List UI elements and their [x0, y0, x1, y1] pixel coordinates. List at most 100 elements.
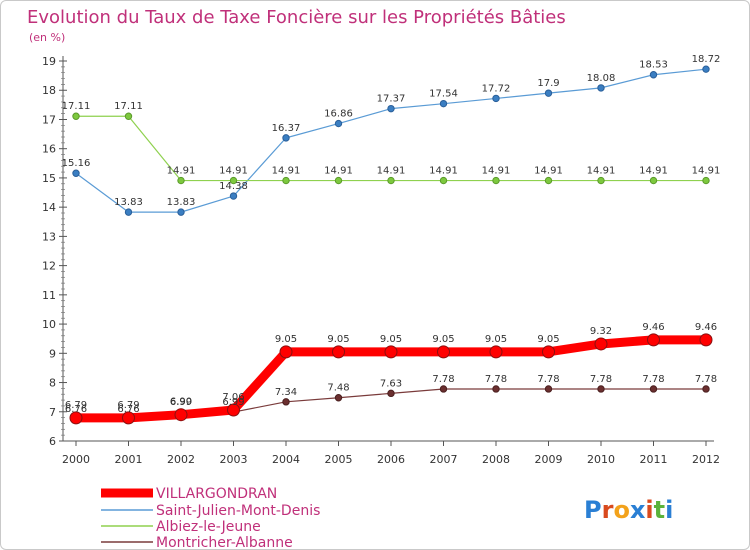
x-tick-label: 2012 [692, 453, 720, 466]
data-point-saint-julien-mont-denis [177, 208, 185, 216]
y-tick-label: 12 [42, 260, 56, 273]
data-point-albiez-le-jeune [387, 176, 395, 185]
data-point-saint-julien-mont-denis [72, 169, 80, 177]
data-label-montricher-albanne: 7.78 [642, 374, 664, 385]
data-label-saint-julien-mont-denis: 13.83 [167, 197, 196, 208]
data-point-albiez-le-jeune [439, 176, 448, 185]
data-label-albiez-le-jeune: 14.91 [167, 166, 196, 177]
data-label-albiez-le-jeune: 14.91 [534, 166, 563, 177]
data-point-saint-julien-mont-denis [334, 119, 343, 128]
data-label-montricher-albanne: 6.99 [222, 397, 244, 408]
data-point-saint-julien-mont-denis [597, 84, 605, 92]
brand-letter: o [613, 496, 630, 524]
data-label-albiez-le-jeune: 14.91 [639, 166, 668, 177]
data-label-villargondran: 9.32 [590, 326, 612, 337]
data-point-saint-julien-mont-denis [544, 89, 553, 97]
data-point-villargondran [384, 345, 398, 359]
series-line-saint-julien-mont-denis [75, 68, 707, 213]
legend-label-villargondran: VILLARGONDRAN [156, 486, 277, 502]
data-point-montricher-albanne [282, 398, 290, 406]
data-point-albiez-le-jeune [492, 176, 500, 185]
data-label-saint-julien-mont-denis: 13.83 [114, 197, 143, 208]
data-label-montricher-albanne: 6.99 [170, 397, 192, 408]
data-label-montricher-albanne: 7.34 [275, 387, 297, 398]
data-label-saint-julien-mont-denis: 16.37 [272, 123, 301, 134]
data-point-albiez-le-jeune [124, 112, 133, 120]
axes: 6 7 8 9 10 11 12 13 14 15 16 17 18 19 2000 2001 2002 2003… [42, 55, 720, 466]
data-point-montricher-albanne [544, 385, 553, 393]
data-label-villargondran: 9.46 [695, 322, 717, 333]
data-label-albiez-le-jeune: 14.91 [587, 166, 616, 177]
y-tick-label: 7 [49, 406, 56, 419]
y-tick-label: 19 [42, 55, 56, 68]
data-label-albiez-le-jeune: 17.11 [114, 101, 143, 112]
brand-letter: P [584, 496, 602, 524]
data-point-villargondran [594, 337, 608, 351]
data-label-villargondran: 9.05 [485, 334, 507, 345]
data-label-villargondran: 9.46 [642, 322, 664, 333]
data-point-montricher-albanne [702, 385, 710, 393]
legend: VILLARGONDRANSaint-Julien-Mont-DenisAlbi… [101, 486, 320, 550]
legend-label-montricher-albanne: Montricher-Albanne [156, 535, 293, 550]
data-label-villargondran: 9.05 [275, 334, 297, 345]
data-point-montricher-albanne [439, 385, 448, 393]
data-point-saint-julien-mont-denis [387, 104, 395, 113]
data-point-saint-julien-mont-denis [229, 192, 238, 200]
data-label-villargondran: 9.05 [537, 334, 559, 345]
data-point-albiez-le-jeune [702, 176, 710, 185]
x-tick-label: 2004 [272, 453, 300, 466]
data-label-montricher-albanne: 6.76 [117, 404, 139, 415]
data-point-saint-julien-mont-denis [439, 99, 448, 108]
data-label-saint-julien-mont-denis: 18.08 [587, 73, 616, 84]
data-point-albiez-le-jeune [72, 112, 80, 120]
data-label-saint-julien-mont-denis: 17.54 [429, 89, 458, 100]
legend-label-albiez-le-jeune: Albiez-le-Jeune [156, 519, 261, 535]
x-tick-label: 2007 [430, 453, 458, 466]
data-point-montricher-albanne [387, 389, 395, 398]
y-tick-label: 8 [49, 377, 56, 390]
data-point-albiez-le-jeune [334, 176, 343, 185]
data-label-saint-julien-mont-denis: 17.72 [482, 83, 511, 94]
data-label-saint-julien-mont-denis: 18.72 [692, 54, 721, 65]
series-layer [69, 65, 713, 425]
data-label-albiez-le-jeune: 14.91 [692, 166, 721, 177]
data-label-albiez-le-jeune: 14.91 [377, 166, 406, 177]
data-label-saint-julien-mont-denis: 17.9 [537, 78, 559, 89]
data-point-villargondran [699, 333, 713, 347]
data-label-saint-julien-mont-denis: 18.53 [639, 60, 668, 71]
x-tick-label: 2005 [325, 453, 353, 466]
data-point-montricher-albanne [334, 394, 343, 402]
y-tick-label: 16 [42, 143, 56, 156]
y-tick-label: 6 [49, 435, 56, 448]
brand-letter: t [654, 496, 665, 524]
data-label-villargondran: 9.05 [432, 334, 454, 345]
x-tick-label: 2010 [587, 453, 615, 466]
data-label-saint-julien-mont-denis: 15.16 [62, 158, 91, 169]
x-tick-label: 2009 [535, 453, 563, 466]
y-tick-label: 11 [42, 289, 56, 302]
data-point-albiez-le-jeune [282, 176, 290, 185]
data-point-villargondran [227, 403, 240, 417]
data-point-villargondran [174, 408, 188, 422]
data-point-saint-julien-mont-denis [492, 94, 500, 103]
data-point-albiez-le-jeune [177, 176, 185, 185]
data-point-villargondran [122, 411, 135, 425]
data-point-albiez-le-jeune [649, 176, 658, 185]
brand-text: Proxiti [584, 496, 673, 524]
data-point-saint-julien-mont-denis [702, 65, 710, 73]
y-tick-label: 17 [42, 113, 56, 126]
data-label-montricher-albanne: 7.63 [380, 378, 402, 389]
data-point-montricher-albanne [649, 385, 658, 393]
data-point-saint-julien-mont-denis [124, 208, 133, 216]
data-point-albiez-le-jeune [229, 176, 238, 185]
data-label-montricher-albanne: 7.78 [432, 374, 454, 385]
data-point-villargondran [542, 345, 555, 359]
data-label-saint-julien-mont-denis: 16.86 [324, 109, 353, 120]
data-labels: 15.16 13.83 13.83 14.38 16.37 16.86 17.37 17.54… [62, 54, 721, 415]
data-label-montricher-albanne: 7.78 [485, 374, 507, 385]
data-label-saint-julien-mont-denis: 17.37 [377, 94, 406, 105]
brand-letter: i [645, 496, 653, 524]
x-tick-label: 2001 [115, 453, 143, 466]
